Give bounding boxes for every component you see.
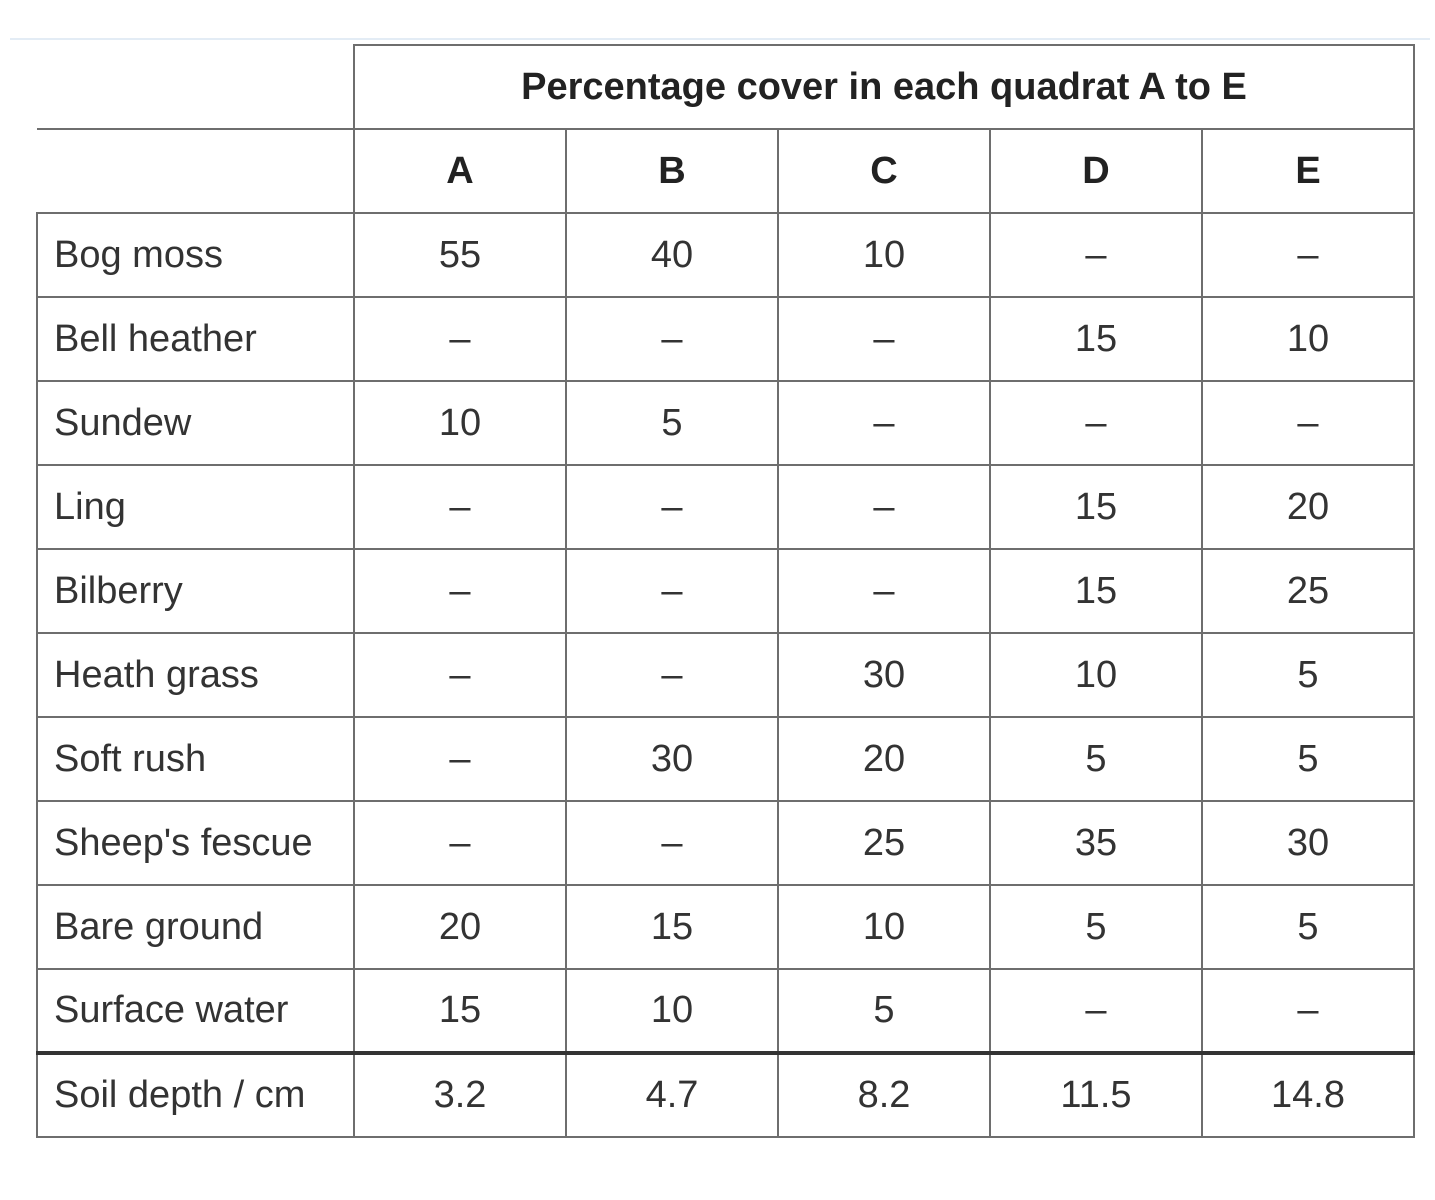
value-cell-c: 25	[777, 800, 991, 886]
species-row: Bilberry – – –15 25	[36, 548, 1415, 634]
value-cell-d: –	[989, 212, 1203, 298]
value-cell-e: –	[1201, 380, 1415, 466]
quadrat-table: Percentage cover in each quadrat A to E …	[36, 44, 1415, 1138]
value-cell-a: –	[353, 800, 567, 886]
value-cell-e: 10	[1201, 296, 1415, 382]
value-cell-a: 10	[353, 380, 567, 466]
value-cell-e: –	[1201, 212, 1415, 298]
top-divider	[10, 38, 1430, 40]
value-cell-d: 5	[989, 884, 1203, 970]
value-cell-e: 20	[1201, 464, 1415, 550]
value-cell-b: 15	[565, 884, 779, 970]
value-cell-c: 30	[777, 632, 991, 718]
value-cell-d: 15	[989, 548, 1203, 634]
value-cell-c: –	[777, 548, 991, 634]
value-cell-e: 5	[1201, 632, 1415, 718]
value-cell-c: 5	[777, 968, 991, 1054]
value-cell-d: 15	[989, 464, 1203, 550]
column-letter-row: A B C D E	[37, 128, 1415, 214]
value-cell-e: 14.8	[1201, 1051, 1415, 1138]
column-header-e: E	[1201, 128, 1415, 214]
value-cell-a: 15	[353, 968, 567, 1054]
column-header-d: D	[989, 128, 1203, 214]
value-cell-b: –	[565, 800, 779, 886]
value-cell-c: –	[777, 296, 991, 382]
value-cell-e: 25	[1201, 548, 1415, 634]
row-label: Soft rush	[36, 716, 355, 802]
value-cell-b: –	[565, 464, 779, 550]
row-label: Ling	[36, 464, 355, 550]
species-row: Sundew 10 5– – –	[36, 380, 1415, 466]
header-row: Percentage cover in each quadrat A to E	[37, 44, 1415, 130]
value-cell-b: 5	[565, 380, 779, 466]
value-cell-d: –	[989, 380, 1203, 466]
species-row: Bell heather – – –15 10	[36, 296, 1415, 382]
row-label: Heath grass	[36, 632, 355, 718]
value-cell-e: 5	[1201, 716, 1415, 802]
value-cell-d: 15	[989, 296, 1203, 382]
value-cell-c: 20	[777, 716, 991, 802]
value-cell-a: –	[353, 632, 567, 718]
value-cell-d: 5	[989, 716, 1203, 802]
species-row: Sheep's fescue – –25 35 30	[36, 800, 1415, 886]
column-header-b: B	[565, 128, 779, 214]
value-cell-a: –	[353, 464, 567, 550]
value-cell-a: –	[353, 296, 567, 382]
row-label: Sundew	[36, 380, 355, 466]
row-label: Surface water	[36, 968, 355, 1054]
row-label: Sheep's fescue	[36, 800, 355, 886]
value-cell-d: 10	[989, 632, 1203, 718]
value-cell-b: 30	[565, 716, 779, 802]
value-cell-d: –	[989, 968, 1203, 1054]
value-cell-e: 5	[1201, 884, 1415, 970]
value-cell-c: 8.2	[777, 1051, 991, 1138]
value-cell-a: –	[353, 716, 567, 802]
value-cell-a: 55	[353, 212, 567, 298]
species-row: Heath grass – –30 10 5	[36, 632, 1415, 718]
row-label: Bog moss	[36, 212, 355, 298]
value-cell-d: 35	[989, 800, 1203, 886]
value-cell-e: 30	[1201, 800, 1415, 886]
percentage-cover-header: Percentage cover in each quadrat A to E	[353, 44, 1415, 130]
soil-depth-row: Soil depth / cm 3.2 4.7 8.2 11.5 14.8	[36, 1051, 1415, 1138]
value-cell-c: 10	[777, 884, 991, 970]
species-row: Bog moss 55 40 10– –	[36, 212, 1415, 298]
value-cell-b: –	[565, 296, 779, 382]
species-row: Soft rush –30 20 5 5	[36, 716, 1415, 802]
column-header-a: A	[353, 128, 567, 214]
blank-corner-cell	[37, 129, 355, 214]
value-cell-b: 4.7	[565, 1051, 779, 1138]
value-cell-c: –	[777, 380, 991, 466]
value-cell-c: 10	[777, 212, 991, 298]
table-body: Bog moss 55 40 10– – Bell heather – – –15 10 Sunde…	[36, 212, 1415, 1138]
value-cell-a: –	[353, 548, 567, 634]
species-row: Ling – – –15 20	[36, 464, 1415, 550]
blank-corner-cell	[37, 45, 355, 130]
value-cell-b: 40	[565, 212, 779, 298]
species-row: Surface water 15 10 5– –	[36, 968, 1415, 1054]
value-cell-a: 20	[353, 884, 567, 970]
species-row: Bare ground 20 15 10 5 5	[36, 884, 1415, 970]
value-cell-b: –	[565, 548, 779, 634]
value-cell-c: –	[777, 464, 991, 550]
value-cell-a: 3.2	[353, 1051, 567, 1138]
row-label: Bilberry	[36, 548, 355, 634]
column-header-c: C	[777, 128, 991, 214]
row-label: Soil depth / cm	[36, 1051, 355, 1138]
value-cell-d: 11.5	[989, 1051, 1203, 1138]
value-cell-e: –	[1201, 968, 1415, 1054]
row-label: Bell heather	[36, 296, 355, 382]
row-label: Bare ground	[36, 884, 355, 970]
value-cell-b: –	[565, 632, 779, 718]
value-cell-b: 10	[565, 968, 779, 1054]
